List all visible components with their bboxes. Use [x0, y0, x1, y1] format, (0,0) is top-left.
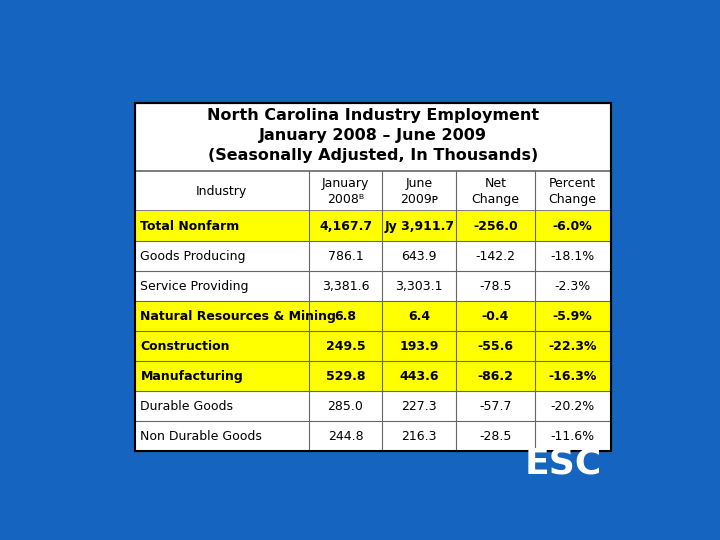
Text: Service Providing: Service Providing [140, 280, 249, 293]
Text: Goods Producing: Goods Producing [140, 249, 246, 262]
Text: -28.5: -28.5 [480, 430, 512, 443]
Text: -18.1%: -18.1% [551, 249, 595, 262]
FancyBboxPatch shape [135, 421, 611, 451]
Text: -57.7: -57.7 [479, 400, 512, 413]
Text: Jy 3,911.7: Jy 3,911.7 [384, 220, 454, 233]
Text: 443.6: 443.6 [400, 370, 439, 383]
Text: Total Nonfarm: Total Nonfarm [140, 220, 240, 233]
Text: 4,167.7: 4,167.7 [319, 220, 372, 233]
FancyBboxPatch shape [135, 301, 611, 331]
Text: 285.0: 285.0 [328, 400, 364, 413]
Text: North Carolina Industry Employment
January 2008 – June 2009
(Seasonally Adjusted: North Carolina Industry Employment Janua… [207, 109, 539, 163]
Text: -142.2: -142.2 [475, 249, 516, 262]
Text: Industry: Industry [196, 185, 248, 198]
Text: Construction: Construction [140, 340, 230, 353]
Text: Percent
Change: Percent Change [549, 177, 597, 206]
Text: Durable Goods: Durable Goods [140, 400, 233, 413]
Text: -256.0: -256.0 [473, 220, 518, 233]
Text: Non Durable Goods: Non Durable Goods [140, 430, 262, 443]
Text: 249.5: 249.5 [325, 340, 365, 353]
Text: -11.6%: -11.6% [551, 430, 595, 443]
Text: ESC: ESC [524, 447, 601, 481]
FancyBboxPatch shape [135, 271, 611, 301]
FancyBboxPatch shape [135, 361, 611, 392]
Text: 786.1: 786.1 [328, 249, 364, 262]
FancyBboxPatch shape [135, 392, 611, 421]
FancyBboxPatch shape [135, 241, 611, 271]
Text: 193.9: 193.9 [400, 340, 439, 353]
Text: January
2008ᴮ: January 2008ᴮ [322, 177, 369, 206]
Text: 3,303.1: 3,303.1 [395, 280, 443, 293]
Text: 216.3: 216.3 [402, 430, 437, 443]
FancyBboxPatch shape [135, 331, 611, 361]
Text: -78.5: -78.5 [479, 280, 512, 293]
Text: 643.9: 643.9 [402, 249, 437, 262]
Text: -16.3%: -16.3% [549, 370, 597, 383]
Text: 244.8: 244.8 [328, 430, 364, 443]
FancyBboxPatch shape [135, 211, 611, 241]
Text: 6.8: 6.8 [335, 310, 356, 323]
Text: -6.0%: -6.0% [553, 220, 593, 233]
FancyBboxPatch shape [135, 103, 611, 451]
Text: -22.3%: -22.3% [549, 340, 597, 353]
Text: Manufacturing: Manufacturing [140, 370, 243, 383]
Text: June
2009ᴘ: June 2009ᴘ [400, 177, 438, 206]
Text: -20.2%: -20.2% [551, 400, 595, 413]
Text: Natural Resources & Mining: Natural Resources & Mining [140, 310, 336, 323]
Text: Net
Change: Net Change [472, 177, 519, 206]
Text: -2.3%: -2.3% [554, 280, 591, 293]
Text: -5.9%: -5.9% [553, 310, 593, 323]
Text: -0.4: -0.4 [482, 310, 509, 323]
Text: -55.6: -55.6 [477, 340, 513, 353]
Text: -86.2: -86.2 [477, 370, 513, 383]
Text: 227.3: 227.3 [402, 400, 437, 413]
Text: 3,381.6: 3,381.6 [322, 280, 369, 293]
Text: 6.4: 6.4 [408, 310, 431, 323]
Text: 529.8: 529.8 [325, 370, 365, 383]
